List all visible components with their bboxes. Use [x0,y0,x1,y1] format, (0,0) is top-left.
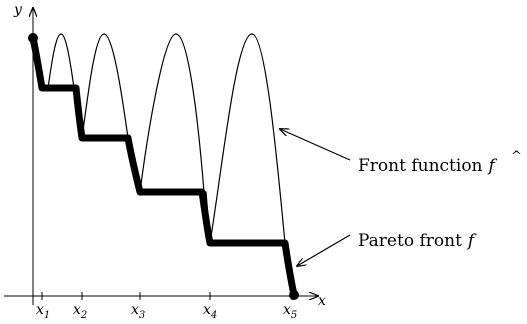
front-function-hat: ^ [511,149,522,164]
pareto-start-dot [28,33,38,43]
tick-label-x4-sub: 4 [210,310,217,321]
front-function-symbol: f [487,156,498,176]
tick-label-x5-main: x [283,302,291,318]
tick-labels: x1 x2 x3 x4 x5 [36,302,297,321]
pareto-front-curve [29,34,298,299]
tick-label-x2: x2 [73,302,87,321]
pareto-front-text: Pareto front [358,231,462,251]
tick-label-x4: x4 [203,302,217,321]
tick-label-x2-sub: 2 [80,310,87,321]
tick-label-x3: x3 [131,302,145,321]
pareto-end-dot [289,290,299,300]
pareto-front-arrow [297,234,351,266]
tick-label-x1-sub: 1 [44,310,50,321]
tick-label-x3-main: x [131,302,139,318]
tick-label-x2-main: x [73,302,81,318]
pareto-front-symbol: f [466,231,477,251]
front-function-text: Front function [358,156,483,176]
front-function-arrow [280,129,351,161]
front-function-curve [32,33,295,296]
tick-label-x5-sub: 5 [291,310,297,321]
x-axis-label: x [318,293,326,309]
pareto-front-label: Pareto front f [358,231,477,251]
tick-label-x1-main: x [36,302,44,318]
tick-label-x5: x5 [283,302,297,321]
tick-label-x4-main: x [203,302,211,318]
tick-label-x1: x1 [36,302,50,321]
tick-label-x3-sub: 3 [139,310,145,321]
front-function-label: Front function f [358,156,498,176]
y-axis-label: y [13,2,23,18]
